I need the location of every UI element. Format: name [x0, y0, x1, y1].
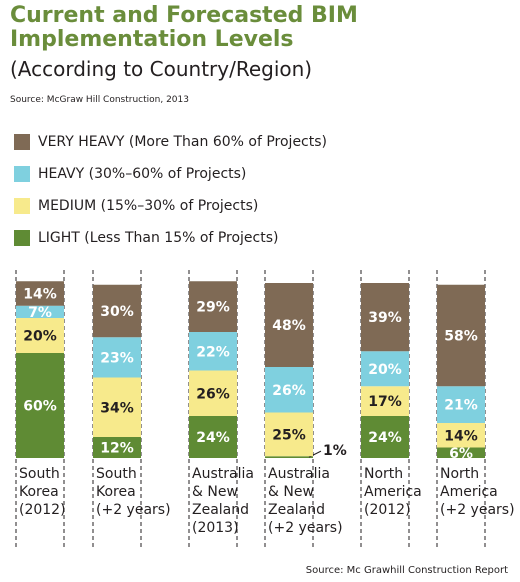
- bar-segment: [93, 377, 141, 437]
- legend-label-medium: MEDIUM (15%–30% of Projects): [38, 198, 259, 214]
- data-label: 26%: [196, 386, 230, 402]
- data-label: 24%: [368, 430, 402, 446]
- bar-segment: [265, 283, 313, 367]
- bar-segment: [189, 370, 237, 416]
- bar-segment: [16, 318, 64, 353]
- chart-subtitle: (According to Country/Region): [10, 57, 313, 81]
- legend-swatch-medium: [14, 198, 30, 214]
- data-label: 14%: [23, 287, 57, 303]
- category-label: Korea: [19, 484, 59, 500]
- bar-segment: [437, 447, 485, 458]
- bar-segment: [16, 353, 64, 458]
- bar-segment: [361, 386, 409, 416]
- category-label: (2012): [19, 502, 66, 518]
- legend-label-heavy: HEAVY (30%–60% of Projects): [38, 166, 247, 182]
- bar-segment: [16, 305, 64, 318]
- data-label: 58%: [444, 329, 478, 345]
- category-label: America: [364, 484, 422, 500]
- data-label: 39%: [368, 310, 402, 326]
- category-label: South: [19, 466, 60, 482]
- chart-title-line-2: Implementation Levels: [10, 27, 294, 52]
- data-label: 48%: [272, 318, 306, 334]
- bar-segment: [361, 416, 409, 458]
- bar-segment: [189, 332, 237, 371]
- bar-segment: [265, 367, 313, 413]
- bar-segment: [16, 281, 64, 306]
- legend-label-very-heavy: VERY HEAVY (More Than 60% of Projects): [38, 134, 328, 150]
- category-label: (2013): [192, 520, 239, 536]
- legend-label-light: LIGHT (Less Than 15% of Projects): [38, 230, 279, 246]
- bar-segment: [189, 281, 237, 332]
- bar-segment: [189, 416, 237, 458]
- bar-segment: [93, 284, 141, 338]
- data-label: 1%: [323, 443, 347, 459]
- category-label: North: [364, 466, 403, 482]
- data-label: 21%: [444, 398, 478, 414]
- bar-segment: [93, 437, 141, 458]
- data-label: 34%: [100, 400, 134, 416]
- category-label: Zealand: [268, 502, 325, 518]
- source-note-bottom: Source: Mc Grawhill Construction Report: [305, 565, 508, 576]
- data-label: 7%: [28, 305, 52, 321]
- category-label: Zealand: [192, 502, 249, 518]
- bar-segment: [437, 284, 485, 387]
- category-label: (2012): [364, 502, 411, 518]
- data-label: 29%: [196, 300, 230, 316]
- chart-title-line-1: Current and Forecasted BIM: [10, 3, 358, 28]
- bar-segment: [437, 386, 485, 423]
- legend-swatch-very-heavy: [14, 134, 30, 150]
- chart-title: Current and Forecasted BIM Implementatio…: [10, 4, 358, 52]
- category-label: (+2 years): [440, 502, 515, 518]
- data-label: 12%: [100, 441, 134, 457]
- bar-segment: [265, 412, 313, 457]
- bar-segment: [361, 351, 409, 387]
- category-label: Australia: [268, 466, 330, 482]
- category-label: (+2 years): [268, 520, 343, 536]
- legend-swatch-heavy: [14, 166, 30, 182]
- source-note-top: Source: McGraw Hill Construction, 2013: [10, 95, 189, 105]
- bar-segment: [93, 337, 141, 378]
- category-label: (+2 years): [96, 502, 171, 518]
- bar-segment: [265, 456, 313, 458]
- data-label: 26%: [272, 383, 306, 399]
- category-label: South: [96, 466, 137, 482]
- data-label: 23%: [100, 350, 134, 366]
- category-label: North: [440, 466, 479, 482]
- data-label: 14%: [444, 428, 478, 444]
- data-label: 30%: [100, 304, 134, 320]
- bar-segment: [361, 283, 409, 352]
- category-label: & New: [268, 484, 314, 500]
- category-label: America: [440, 484, 498, 500]
- data-label: 60%: [23, 399, 57, 415]
- data-label: 22%: [196, 344, 230, 360]
- bar-segment: [437, 423, 485, 448]
- data-label: 25%: [272, 427, 306, 443]
- category-label: Australia: [192, 466, 254, 482]
- data-label: 20%: [368, 362, 402, 378]
- data-label: 6%: [449, 446, 473, 462]
- data-label: 17%: [368, 394, 402, 410]
- data-label: 24%: [196, 430, 230, 446]
- data-label: 20%: [23, 329, 57, 345]
- category-label: & New: [192, 484, 238, 500]
- category-label: Korea: [96, 484, 136, 500]
- legend-swatch-light: [14, 230, 30, 246]
